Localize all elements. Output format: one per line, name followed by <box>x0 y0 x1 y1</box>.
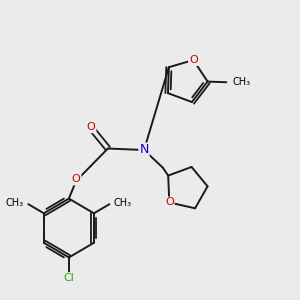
Text: N: N <box>139 143 149 157</box>
Text: O: O <box>72 174 80 184</box>
Text: O: O <box>87 122 95 132</box>
Text: O: O <box>165 197 174 208</box>
Text: O: O <box>189 55 198 65</box>
Text: Cl: Cl <box>63 273 74 283</box>
Text: CH₃: CH₃ <box>6 198 24 208</box>
Text: CH₃: CH₃ <box>114 198 132 208</box>
Text: CH₃: CH₃ <box>233 77 251 87</box>
